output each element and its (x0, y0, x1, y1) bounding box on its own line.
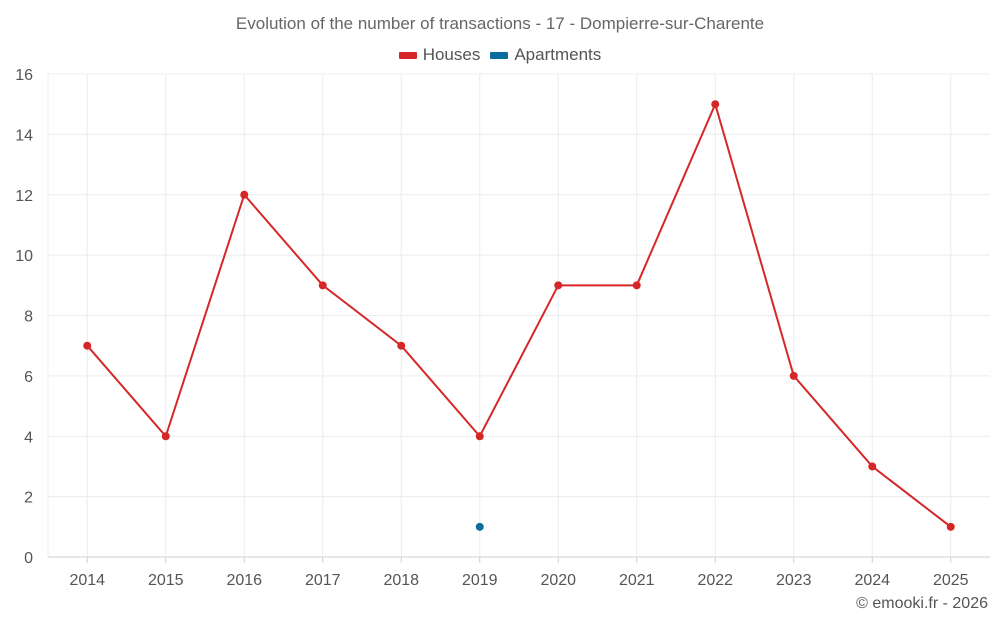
x-tick-label-2018: 2018 (383, 572, 419, 589)
legend-label-apartments: Apartments (514, 45, 602, 64)
y-tick-label-16: 16 (15, 67, 33, 84)
y-tick-label-6: 6 (24, 369, 33, 386)
x-tick-label-2022: 2022 (697, 572, 733, 589)
data-point-houses-2020 (554, 281, 563, 290)
x-tick-label-2015: 2015 (148, 572, 184, 589)
data-point-houses-2022 (711, 100, 720, 109)
legend-swatch-apartments (490, 51, 509, 59)
legend: Houses Apartments (0, 45, 1000, 65)
data-point-houses-2019 (475, 432, 484, 441)
data-point-houses-2024 (868, 462, 877, 471)
x-tick-label-2017: 2017 (305, 572, 341, 589)
data-point-houses-2025 (946, 522, 955, 531)
legend-item-houses[interactable]: Houses (398, 45, 481, 65)
y-tick-label-12: 12 (15, 188, 33, 205)
series-line-houses (86, 101, 952, 528)
legend-label-houses: Houses (422, 45, 481, 64)
credit-text: © emooki.fr - 2026 (856, 595, 988, 612)
data-point-houses-2021 (632, 281, 641, 290)
y-tick-label-0: 0 (24, 550, 33, 567)
data-point-houses-2017 (318, 281, 327, 290)
x-tick-label-2014: 2014 (69, 572, 105, 589)
data-point-houses-2015 (161, 432, 170, 441)
legend-item-apartments[interactable]: Apartments (490, 45, 601, 65)
x-tick-label-2020: 2020 (540, 572, 576, 589)
data-point-apartments-2019 (475, 522, 484, 531)
y-tick-label-8: 8 (24, 309, 33, 326)
data-point-houses-2016 (240, 190, 249, 199)
legend-swatch-houses (398, 51, 417, 59)
x-tick-label-2025: 2025 (933, 572, 969, 589)
x-tick-label-2024: 2024 (854, 572, 890, 589)
y-tick-label-14: 14 (15, 127, 33, 144)
y-tick-label-4: 4 (24, 429, 33, 446)
x-tick-label-2019: 2019 (462, 572, 498, 589)
y-tick-label-2: 2 (24, 490, 33, 507)
x-tick-label-2023: 2023 (776, 572, 812, 589)
data-point-houses-2014 (83, 341, 92, 350)
data-point-houses-2023 (789, 371, 798, 380)
y-tick-label-10: 10 (15, 248, 33, 265)
chart-title: Evolution of the number of transactions … (235, 14, 765, 33)
x-tick-label-2016: 2016 (226, 572, 262, 589)
x-tick-label-2021: 2021 (619, 572, 655, 589)
data-point-houses-2018 (397, 341, 406, 350)
